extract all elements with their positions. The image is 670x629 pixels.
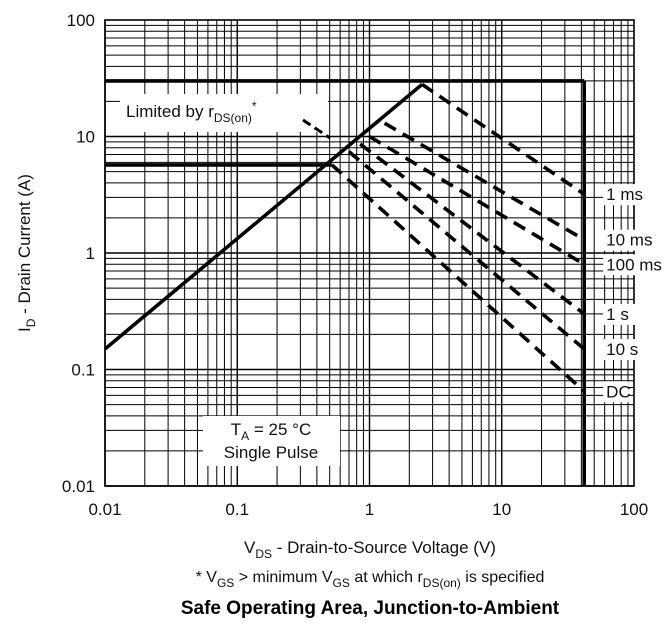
series-label-bg <box>603 254 667 276</box>
rds-on-annotation: Limited by rDS(on)* <box>120 94 331 140</box>
series-line-1-ms <box>421 82 586 196</box>
limit-line-rds-on <box>103 83 424 351</box>
chart-title: Safe Operating Area, Junction-to-Ambient <box>181 598 560 619</box>
x-label-sub: DS <box>255 547 272 561</box>
series-line-100-ms <box>368 134 586 266</box>
y-tick-labels: 0.01 0.1 1 10 100 <box>62 11 95 496</box>
x-tick-labels: 0.01 0.1 1 10 100 <box>88 500 648 519</box>
x-tick-label: 0.1 <box>225 500 249 519</box>
footnote-part: is specified <box>461 569 545 586</box>
svg-text:TA = 25 °C: TA = 25 °C <box>231 420 312 443</box>
rds-label-text: Limited by r <box>126 102 214 121</box>
y-tick-label: 1 <box>86 244 95 263</box>
plot-border <box>104 19 635 487</box>
y-label-sub: D <box>24 318 38 327</box>
series-label-1-s: 1 s <box>606 305 629 324</box>
series-label-bg <box>603 184 648 206</box>
series-label-10-ms: 10 ms <box>606 231 652 250</box>
series-line-10-s <box>347 150 586 351</box>
single-pulse-text: Single Pulse <box>224 443 319 462</box>
x-tick-label: 0.01 <box>88 500 121 519</box>
rds-label-sub: DS(on) <box>214 111 252 125</box>
series-label-100-ms: 100 ms <box>606 255 662 274</box>
x-axis-label: VDS - Drain-to-Source Voltage (V) <box>244 538 496 561</box>
ta-main: T <box>231 420 241 439</box>
series-line-10-ms <box>383 121 586 242</box>
plot-frame <box>104 19 635 487</box>
footnote-part: * V <box>196 569 218 586</box>
y-tick-label: 100 <box>67 11 95 30</box>
rds-leader-line <box>302 118 331 140</box>
footnote-sub: GS <box>217 576 234 590</box>
x-tick-label: 10 <box>492 500 511 519</box>
footnote-sub: GS <box>333 576 350 590</box>
ta-sub: A <box>241 429 249 443</box>
y-label-rest: - Drain Current (A) <box>15 174 34 319</box>
footnote-part: > minimum V <box>234 569 333 586</box>
svg-text:Limited by rDS(on)*: Limited by rDS(on)* <box>126 99 257 125</box>
series-label-bg <box>603 229 658 251</box>
y-label-main: I <box>15 327 34 332</box>
footnote-sub: DS(on) <box>423 576 461 590</box>
y-tick-label: 0.01 <box>62 477 95 496</box>
series-line-1-s <box>359 142 586 316</box>
conditions-annotation: TA = 25 °C Single Pulse <box>203 416 340 466</box>
series-label-bg <box>603 338 648 360</box>
footnote: * VGS > minimum VGS at which rDS(on) is … <box>196 569 545 590</box>
pulse-series <box>330 82 586 393</box>
series-line-dc <box>330 163 586 393</box>
x-label-main: V <box>244 538 256 557</box>
y-tick-label: 0.1 <box>71 361 95 380</box>
y-tick-label: 10 <box>76 128 95 147</box>
ta-value: = 25 °C <box>249 420 311 439</box>
y-axis-label: ID - Drain Current (A) <box>15 174 38 332</box>
series-label-10-s: 10 s <box>606 340 638 359</box>
series-label-bg <box>603 381 629 403</box>
series-labels: 1 ms 10 ms 100 ms 1 s 10 s DC <box>603 184 667 403</box>
footnote-part: at which r <box>350 569 424 586</box>
series-label-bg <box>603 303 638 325</box>
x-label-rest: - Drain-to-Source Voltage (V) <box>272 538 496 557</box>
x-tick-label: 1 <box>365 500 374 519</box>
rds-label-sup: * <box>252 99 257 113</box>
grid <box>104 20 634 487</box>
limit-lines <box>103 79 587 486</box>
series-label-1-ms: 1 ms <box>606 185 643 204</box>
series-label-dc: DC <box>606 382 631 401</box>
x-tick-label: 100 <box>620 500 648 519</box>
